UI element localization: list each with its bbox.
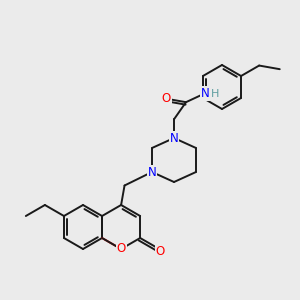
- Text: N: N: [201, 87, 209, 100]
- Text: N: N: [169, 131, 178, 145]
- Text: O: O: [156, 244, 165, 257]
- Text: O: O: [162, 92, 171, 105]
- Text: H: H: [211, 89, 219, 99]
- Text: N: N: [148, 166, 156, 178]
- Text: O: O: [116, 242, 126, 256]
